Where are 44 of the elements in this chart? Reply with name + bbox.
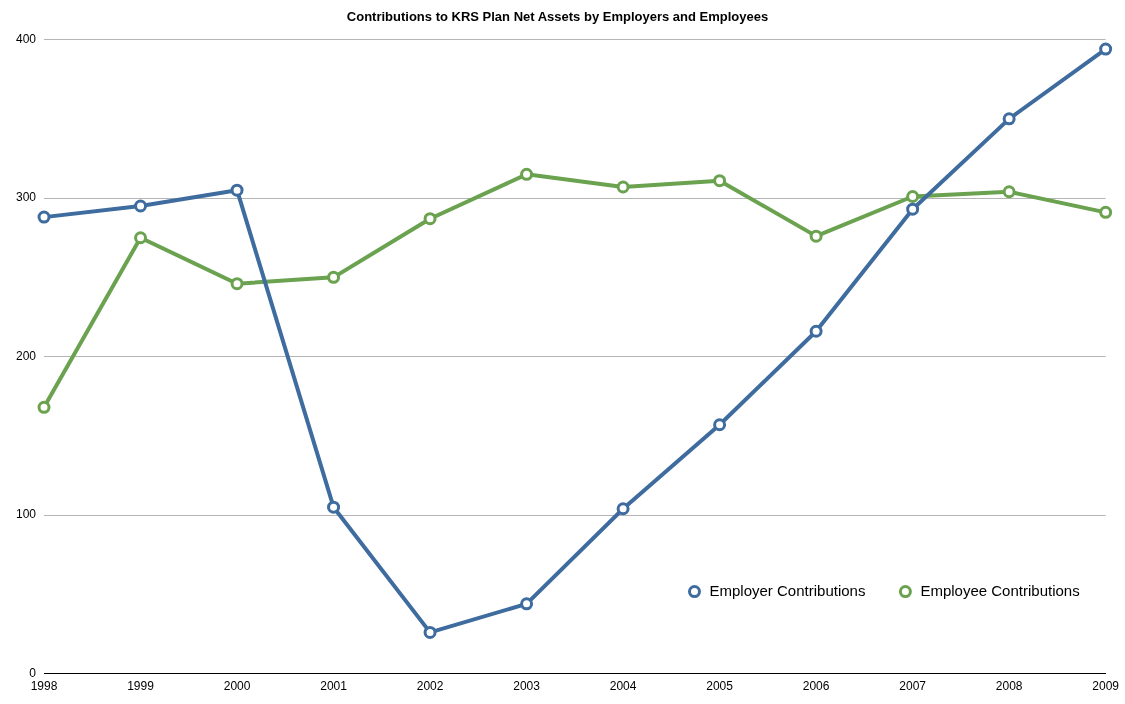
x-tick-label: 2004 bbox=[609, 679, 637, 694]
point bbox=[1002, 185, 1016, 199]
y-tick-label: 0 bbox=[29, 665, 37, 680]
x-tick-label: 1998 bbox=[30, 679, 58, 694]
point bbox=[230, 183, 244, 197]
x-tick-label: 2000 bbox=[223, 679, 251, 694]
y-tick-label: 400 bbox=[15, 31, 37, 46]
chart-title: Contributions to KRS Plan Net Assets by Employers and Employees bbox=[346, 9, 769, 25]
point bbox=[809, 324, 823, 338]
y-tick-label: 300 bbox=[15, 190, 37, 205]
point bbox=[520, 167, 534, 181]
point bbox=[423, 625, 437, 639]
y-tick-label: 100 bbox=[15, 507, 37, 522]
point bbox=[134, 199, 148, 213]
point bbox=[616, 180, 630, 194]
point bbox=[520, 597, 534, 611]
point bbox=[809, 229, 823, 243]
x-tick-label: 2009 bbox=[1092, 679, 1120, 694]
point bbox=[37, 210, 51, 224]
point bbox=[423, 212, 437, 226]
point bbox=[616, 502, 630, 516]
x-tick-label: 1999 bbox=[127, 679, 155, 694]
legend-label: Employee Contributions bbox=[920, 581, 1080, 599]
point bbox=[134, 231, 148, 245]
point bbox=[327, 270, 341, 284]
point bbox=[1099, 205, 1113, 219]
x-tick-label: 2002 bbox=[416, 679, 444, 694]
point bbox=[37, 400, 51, 414]
point bbox=[327, 500, 341, 514]
point bbox=[1099, 42, 1113, 56]
point bbox=[713, 174, 727, 188]
x-tick-label: 2006 bbox=[802, 679, 830, 694]
point bbox=[906, 190, 920, 204]
point bbox=[906, 202, 920, 216]
x-tick-label: 2005 bbox=[706, 679, 734, 694]
x-tick-label: 2008 bbox=[995, 679, 1023, 694]
x-tick-label: 2001 bbox=[320, 679, 348, 694]
x-tick-label: 2003 bbox=[513, 679, 541, 694]
x-tick-label: 2007 bbox=[899, 679, 927, 694]
legend-label: Employer Contributions bbox=[709, 581, 866, 599]
point bbox=[230, 277, 244, 291]
y-tick-label: 200 bbox=[15, 348, 37, 363]
point bbox=[713, 418, 727, 432]
point bbox=[1002, 112, 1016, 126]
